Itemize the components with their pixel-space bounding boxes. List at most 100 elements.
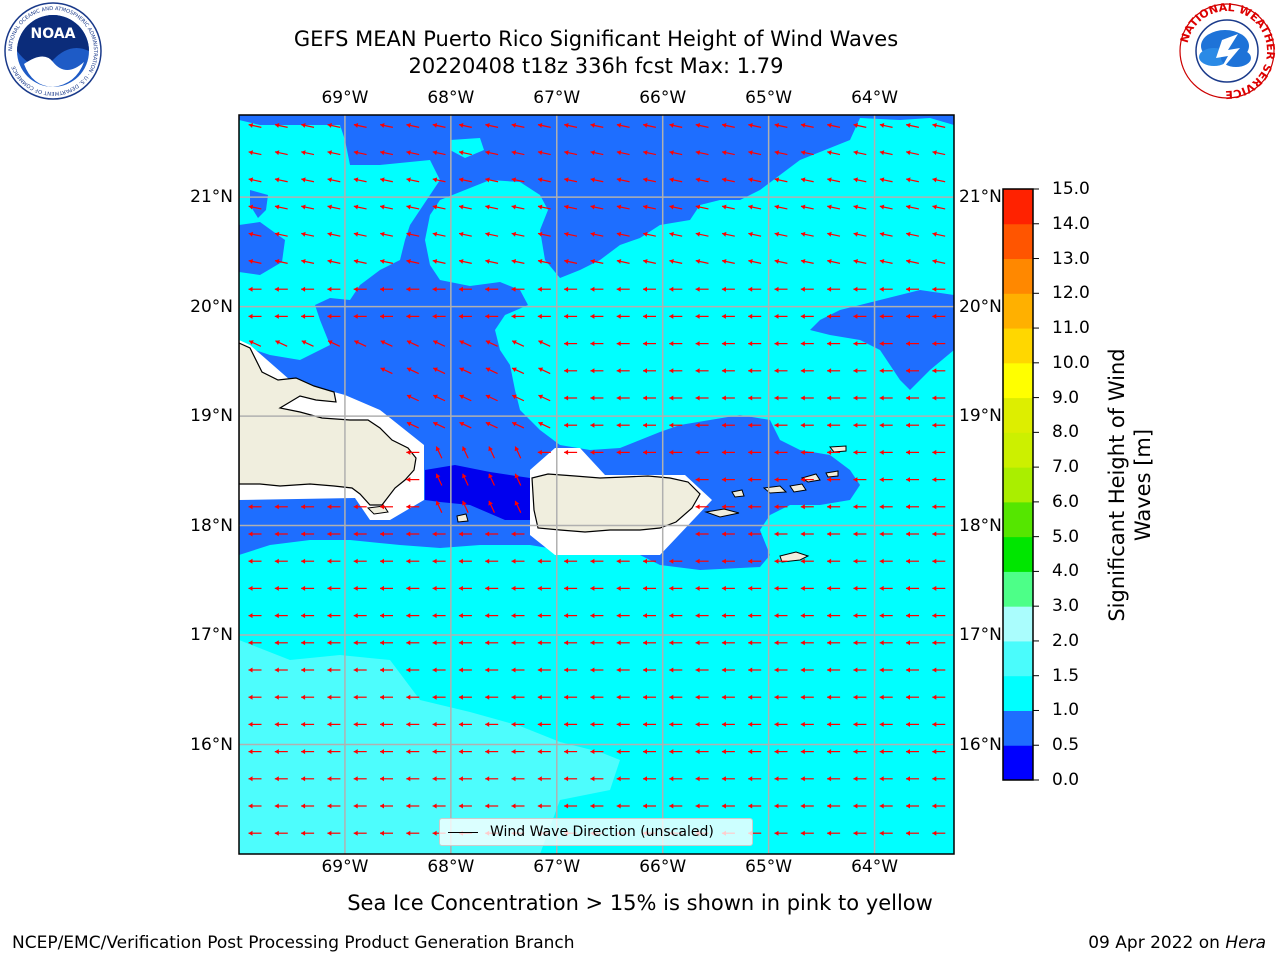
- wind-wave-arrowhead: [564, 776, 569, 782]
- wind-wave-arrowhead: [879, 667, 884, 673]
- wind-wave-arrowhead: [327, 150, 332, 156]
- dark-blue-region: [425, 465, 532, 520]
- wind-wave-arrowhead: [353, 694, 358, 700]
- wind-wave-arrowhead: [827, 368, 832, 374]
- wind-wave-arrowhead: [827, 830, 832, 836]
- wind-wave-arrowhead: [906, 341, 910, 347]
- wind-wave-arrowhead: [537, 640, 542, 646]
- wind-wave-arrowhead: [432, 803, 437, 809]
- wind-wave-arrowhead: [906, 640, 910, 646]
- anegada-island: [825, 470, 839, 478]
- wind-wave-arrowhead: [906, 123, 911, 128]
- wind-wave-arrowhead: [906, 585, 910, 591]
- wind-wave-arrowhead: [458, 749, 463, 755]
- wind-wave-arrowhead: [879, 749, 884, 755]
- wind-wave-arrowhead: [537, 150, 543, 156]
- wind-wave-arrowhead: [879, 776, 884, 782]
- wind-wave-arrowhead: [327, 259, 332, 264]
- wind-wave-arrowhead: [327, 558, 332, 564]
- wind-wave-arrowhead: [301, 504, 306, 510]
- wind-wave-arrowhead: [485, 694, 490, 700]
- wind-wave-arrowhead: [380, 776, 384, 782]
- wind-wave-arrowhead: [695, 395, 700, 401]
- wind-wave-arrowhead: [459, 123, 464, 128]
- colorbar-tick-label: 5.0: [1052, 526, 1080, 547]
- wind-wave-arrowhead: [827, 613, 832, 619]
- wind-wave-arrowhead: [827, 231, 832, 237]
- wind-wave-arrowhead: [537, 585, 542, 591]
- wind-wave-arrowhead: [748, 721, 753, 727]
- wind-wave-arrowhead: [695, 422, 700, 428]
- wind-wave-arrowhead: [853, 313, 858, 319]
- wind-wave-arrowhead: [301, 313, 306, 319]
- wind-wave-arrowhead: [879, 395, 884, 401]
- wind-wave-arrowhead: [327, 721, 332, 727]
- footer-date-text: 09 Apr 2022 on: [1088, 933, 1220, 953]
- wind-wave-arrowhead: [274, 531, 279, 537]
- wind-wave-arrowhead: [248, 776, 253, 782]
- wind-wave-arrowhead: [406, 558, 411, 564]
- wind-wave-arrowhead: [435, 473, 441, 479]
- wind-wave-arrowhead: [748, 613, 753, 619]
- wind-wave-arrowhead: [380, 640, 384, 646]
- wind-wave-arrowhead: [695, 150, 701, 156]
- wind-wave-arrowhead: [695, 613, 700, 619]
- wind-wave-arrowhead: [748, 341, 753, 347]
- wind-wave-arrowhead: [301, 286, 306, 292]
- wind-wave-arrowhead: [800, 341, 805, 347]
- wind-wave-arrowhead: [827, 150, 832, 156]
- wind-wave-arrowhead: [695, 368, 700, 374]
- wind-wave-arrowhead: [906, 776, 910, 782]
- wind-wave-arrowhead: [748, 558, 753, 564]
- wind-wave-arrowhead: [432, 259, 438, 264]
- lat-label-left: 17°N: [190, 625, 233, 646]
- wind-wave-arrowhead: [564, 749, 569, 755]
- wind-wave-arrowhead: [721, 422, 726, 428]
- wind-wave-arrowhead: [564, 177, 569, 183]
- wind-wave-arrowhead: [511, 558, 516, 564]
- wind-wave-arrowhead: [800, 558, 805, 564]
- wind-wave-arrowhead: [669, 150, 674, 156]
- wind-wave-arrowhead: [274, 830, 279, 836]
- wind-wave-arrowhead: [827, 776, 832, 782]
- wind-wave-arrowhead: [643, 667, 647, 673]
- wind-wave-arrowhead: [853, 422, 858, 428]
- wind-wave-arrowhead: [827, 694, 832, 700]
- wind-wave-arrowhead: [827, 177, 832, 183]
- wind-wave-arrowhead: [459, 204, 464, 210]
- wind-wave-arrowhead: [616, 776, 621, 782]
- colorbar-bin: [1003, 362, 1033, 399]
- wind-wave-arrowhead: [248, 504, 253, 510]
- colorbar-bin: [1003, 223, 1033, 260]
- wind-wave-arrowhead: [406, 150, 411, 156]
- wind-wave-arrowhead: [406, 231, 411, 237]
- wind-wave-arrowhead: [721, 613, 726, 619]
- wind-wave-arrowhead: [458, 640, 463, 646]
- wind-wave-arrowhead: [853, 640, 858, 646]
- wind-wave-arrowhead: [643, 640, 647, 646]
- mid-blue-northeast-region: [810, 290, 954, 390]
- wind-wave-arrowhead: [459, 394, 465, 400]
- wind-wave-arrowhead: [695, 259, 701, 264]
- wind-wave-arrowhead: [932, 776, 937, 782]
- colorbar-frame: [1002, 188, 1034, 781]
- wind-wave-arrowhead: [643, 803, 647, 809]
- wind-wave-arrowhead: [879, 368, 884, 374]
- wind-wave-arrowhead: [511, 204, 517, 210]
- wind-wave-arrowhead: [879, 613, 884, 619]
- wind-wave-arrowhead: [827, 395, 832, 401]
- wind-wave-arrowhead: [301, 803, 306, 809]
- wind-wave-arrowhead: [432, 776, 437, 782]
- wind-wave-arrowhead: [748, 231, 753, 237]
- colorbar-tick-label: 11.0: [1052, 318, 1090, 339]
- wind-wave-arrowhead: [748, 259, 753, 264]
- wind-wave-arrowhead: [722, 123, 727, 128]
- wind-wave-arrowhead: [721, 585, 726, 591]
- wind-wave-arrowhead: [459, 150, 464, 156]
- colorbar-tick-label: 7.0: [1052, 457, 1080, 478]
- wind-wave-arrowhead: [721, 531, 726, 537]
- wind-wave-arrowhead: [643, 613, 647, 619]
- wind-wave-arrowhead: [248, 749, 253, 755]
- colorbar-tick-label: 13.0: [1052, 248, 1090, 269]
- wind-wave-arrowhead: [774, 313, 779, 319]
